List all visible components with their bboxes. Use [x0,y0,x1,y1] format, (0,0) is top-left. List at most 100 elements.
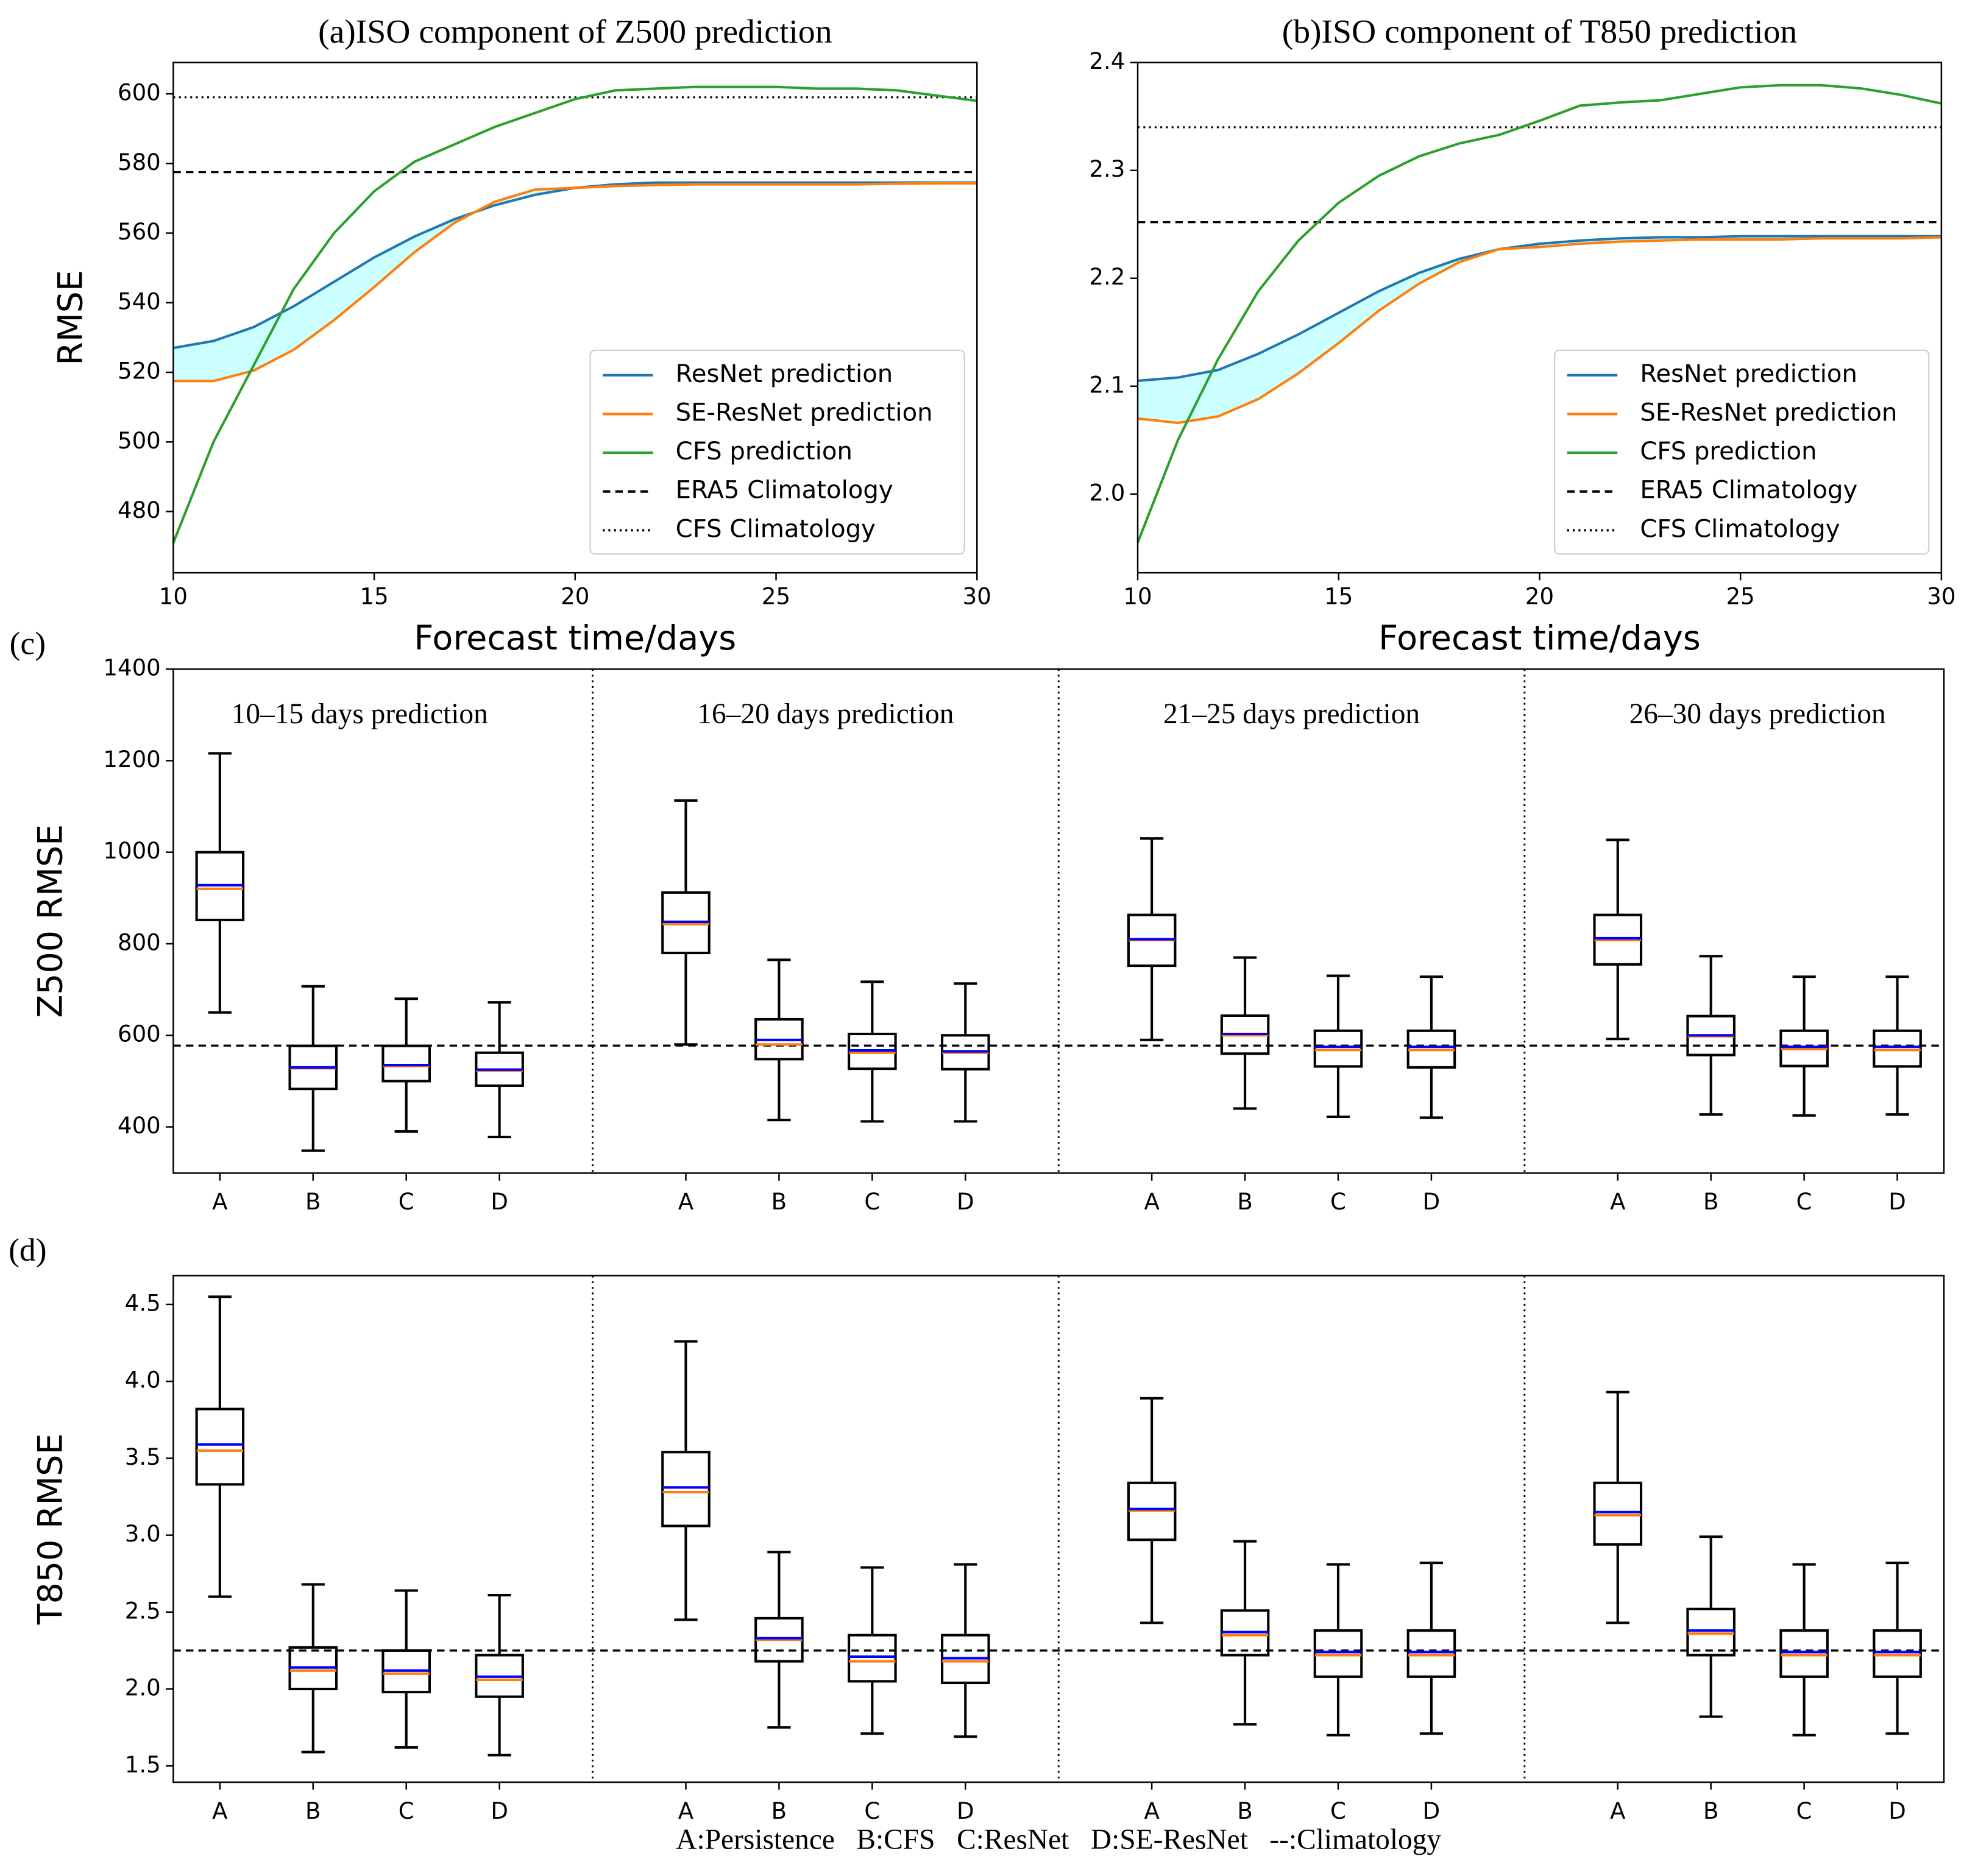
x-tick-label: 15 [1324,584,1353,610]
y-tick-label: 560 [118,219,161,245]
x-tick-label: A [1144,1189,1160,1215]
x-tick-label: 30 [963,584,991,610]
chart-title: (a)ISO component of Z500 prediction [318,13,832,51]
box [195,1407,245,1486]
legend-label: ERA5 Climatology [676,476,893,504]
box [1686,1607,1735,1657]
y-tick-label: 600 [118,80,161,106]
x-tick-label: B [1703,1798,1718,1824]
x-tick-label: D [1888,1189,1906,1215]
panel-label: (c) [10,625,46,662]
chart-title: (b)ISO component of T850 prediction [1282,13,1798,51]
group-title: 26–30 days prediction [1629,698,1886,730]
y-tick-label: 1000 [103,838,160,864]
box [1873,1629,1922,1678]
group-title: 21–25 days prediction [1163,698,1420,730]
legend-label: SE-ResNet prediction [676,398,933,427]
y-tick-label: 2.4 [1089,48,1125,74]
x-tick-label: A [212,1798,228,1824]
x-tick-label: C [864,1189,880,1215]
y-tick-label: 4.5 [125,1290,161,1316]
x-axis-label: Forecast time/days [1378,618,1701,658]
y-tick-label: 1.5 [125,1752,161,1778]
x-tick-label: 20 [1525,584,1554,610]
legend-label: CFS prediction [1640,437,1817,465]
box [1779,1629,1829,1678]
group-title: 16–20 days prediction [697,698,954,730]
x-tick-label: A [678,1189,694,1215]
x-tick-label: D [1888,1798,1906,1824]
y-tick-label: 400 [118,1113,161,1139]
legend-label: CFS Climatology [676,515,876,543]
plot-frame [172,1275,1945,1783]
x-tick-label: 10 [159,584,188,610]
legend-box [1554,349,1930,555]
y-tick-label: 1200 [103,746,160,773]
x-tick-label: C [399,1189,414,1215]
y-tick-label: 480 [118,497,161,523]
x-tick-label: A [1610,1189,1626,1215]
x-tick-label: C [1796,1189,1812,1215]
legend: ResNet prediction SE-ResNet prediction CFS… [589,349,965,555]
x-tick-label: C [1330,1189,1346,1215]
box [1313,1029,1363,1068]
plot-frame [172,668,1945,1174]
y-tick-label: 3.5 [125,1444,161,1470]
box [1593,1481,1643,1546]
x-tick-label: D [957,1189,974,1215]
y-tick-label: 2.0 [125,1675,161,1701]
y-tick-label: 500 [118,428,161,454]
x-tick-label: A [678,1798,694,1824]
x-tick-label: B [771,1798,787,1824]
legend-label: SE-ResNet prediction [1640,398,1897,427]
y-tick-label: 540 [118,288,161,314]
x-tick-label: 15 [360,584,389,610]
x-tick-label: B [771,1189,787,1215]
caption: A:Persistence B:CFS C:ResNet D:SE-ResNet… [676,1824,1441,1855]
x-tick-label: D [1423,1798,1441,1824]
group-title: 10–15 days prediction [232,698,488,730]
y-tick-label: 2.5 [125,1598,161,1624]
y-tick-label: 4.0 [125,1367,161,1393]
box [661,1451,711,1527]
y-tick-label: 3.0 [125,1521,161,1547]
x-tick-label: 25 [1726,584,1755,610]
y-axis-label: Z500 RMSE [31,824,71,1018]
x-tick-label: B [1237,1798,1252,1824]
box [848,1634,897,1683]
line [1136,83,1942,543]
x-tick-label: D [1423,1189,1441,1215]
x-tick-label: A [1610,1798,1626,1824]
x-tick-label: C [864,1798,880,1824]
line [173,182,977,383]
legend-label: ResNet prediction [676,360,893,388]
y-tick-label: 2.1 [1089,372,1125,398]
box [1406,1629,1456,1678]
legend-box [589,349,965,555]
plot-frame [1136,62,1943,574]
y-tick-label: 2.0 [1089,480,1125,506]
box [1873,1029,1922,1068]
x-tick-label: D [491,1189,508,1215]
y-tick-label: 520 [118,358,161,384]
x-tick-label: C [1330,1798,1346,1824]
line [1137,236,1941,425]
legend-label: CFS prediction [676,437,853,465]
box [381,1044,431,1083]
y-tick-label: 2.3 [1089,156,1125,182]
legend: ResNet prediction SE-ResNet prediction CFS… [1554,349,1930,555]
y-tick-label: 600 [118,1021,161,1047]
y-tick-label: 800 [118,930,161,956]
x-tick-label: 20 [561,584,589,610]
y-tick-label: 2.2 [1089,264,1125,290]
legend-label: ResNet prediction [1640,360,1857,388]
panel-label: (d) [9,1231,46,1268]
x-tick-label: B [1703,1189,1718,1215]
x-tick-label: C [1796,1798,1812,1824]
y-tick-label: 1400 [103,655,160,681]
x-tick-label: D [491,1798,508,1824]
line [172,85,977,543]
y-axis-label: T850 RMSE [31,1434,71,1626]
